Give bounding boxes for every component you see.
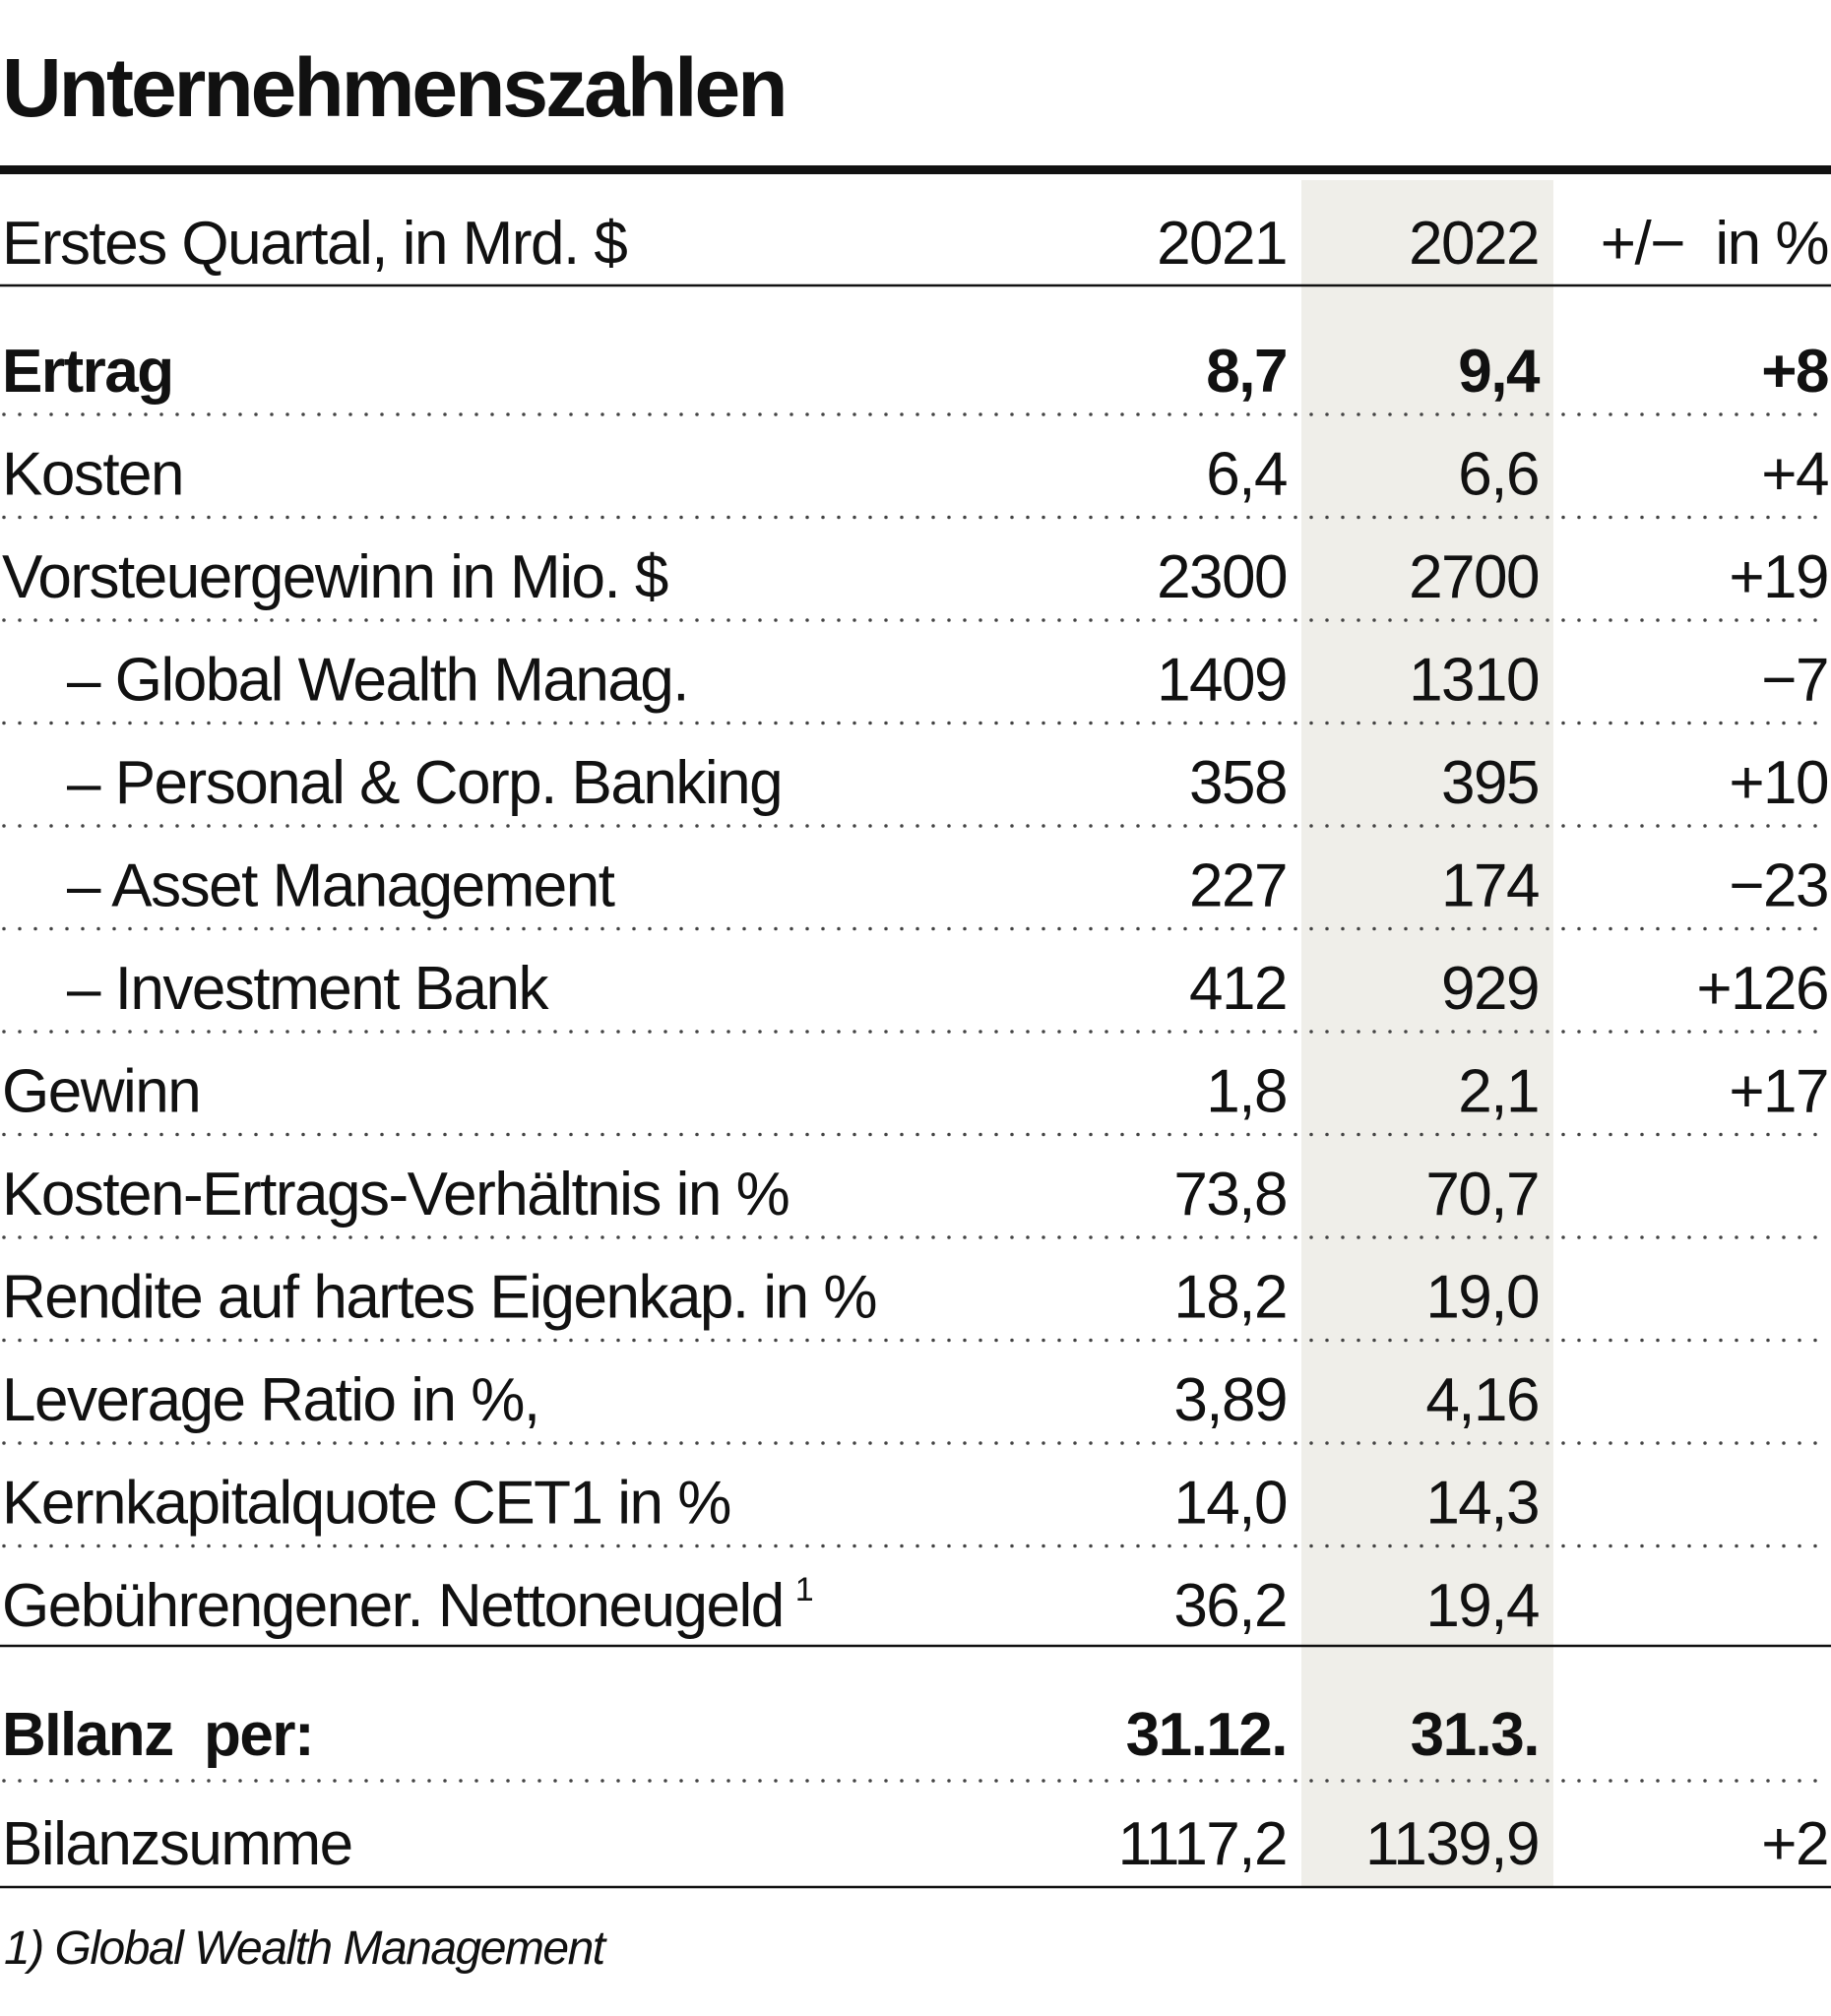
row-label: Kosten-Ertrags-Verhältnis in %	[2, 1161, 789, 1228]
cell: 3,89	[1173, 1366, 1287, 1434]
cell: +19	[1729, 543, 1828, 611]
row-label: Gewinn	[2, 1058, 200, 1126]
row-label: – Asset Management	[67, 852, 615, 920]
cell: 18,2	[1173, 1264, 1287, 1332]
cell: 6,4	[1206, 441, 1287, 509]
cell: 19,0	[1425, 1264, 1539, 1332]
footnote-marker: 1	[795, 1571, 813, 1608]
cell: 174	[1441, 852, 1539, 920]
row-label: Bilanzsumme	[2, 1810, 352, 1878]
cell: 6,6	[1458, 441, 1539, 509]
cell: +8	[1761, 338, 1828, 406]
cell: 1139,9	[1365, 1810, 1539, 1878]
row-label: – Personal & Corp. Banking	[67, 749, 782, 817]
cell: 1,8	[1206, 1058, 1287, 1126]
header-cell: 2021	[1157, 210, 1287, 278]
row-label: Ertrag	[2, 338, 173, 406]
row-label: – Global Wealth Manag.	[67, 647, 688, 715]
cell: 36,2	[1173, 1572, 1287, 1640]
cell: 412	[1189, 955, 1287, 1023]
cell: 8,7	[1206, 338, 1287, 406]
section-label: BIlanz per:	[2, 1701, 313, 1769]
cell: 14,3	[1425, 1470, 1539, 1538]
row-label: Vorsteuergewinn in Mio. $	[2, 543, 668, 611]
cell: 4,16	[1425, 1366, 1539, 1434]
top-rule	[0, 165, 1831, 174]
row-label: Kosten	[2, 441, 183, 509]
cell: 2300	[1157, 543, 1287, 611]
cell: +10	[1729, 749, 1828, 817]
row-label: – Investment Bank	[67, 955, 549, 1023]
cell: +2	[1761, 1810, 1828, 1878]
row-label: Kernkapitalquote CET1 in %	[2, 1470, 730, 1538]
cell: 73,8	[1173, 1161, 1287, 1228]
cell: 395	[1441, 749, 1539, 817]
row-label: Rendite auf hartes Eigenkap. in %	[2, 1264, 876, 1332]
header-cell: 2022	[1409, 210, 1539, 278]
cell: 358	[1189, 749, 1287, 817]
section-date: 31.3.	[1411, 1701, 1539, 1769]
cell: 2,1	[1458, 1058, 1539, 1126]
cell: 227	[1189, 852, 1287, 920]
cell: +126	[1696, 955, 1828, 1023]
cell: 929	[1441, 955, 1539, 1023]
header-label: Erstes Quartal, in Mrd. $	[2, 210, 627, 278]
cell: −7	[1761, 647, 1828, 715]
footnote: 1) Global Wealth Management	[4, 1922, 607, 1975]
cell: 1310	[1409, 647, 1539, 715]
section-date: 31.12.	[1126, 1701, 1287, 1769]
column-shade	[1301, 180, 1553, 1887]
header-cell: +/− in %	[1601, 210, 1828, 278]
row-label: Gebührengener. Nettoneugeld	[2, 1572, 784, 1640]
cell: −23	[1729, 852, 1828, 920]
row-label: Leverage Ratio in %,	[2, 1366, 539, 1434]
cell: 19,4	[1425, 1572, 1539, 1640]
cell: +4	[1761, 441, 1828, 509]
cell: 1117,2	[1118, 1810, 1287, 1878]
cell: 2700	[1409, 543, 1539, 611]
title: Unternehmenszahlen	[2, 41, 786, 134]
cell: +17	[1729, 1058, 1828, 1126]
cell: 14,0	[1173, 1470, 1287, 1538]
cell: 1409	[1157, 647, 1287, 715]
cell: 9,4	[1458, 338, 1541, 406]
cell: 70,7	[1425, 1161, 1539, 1228]
